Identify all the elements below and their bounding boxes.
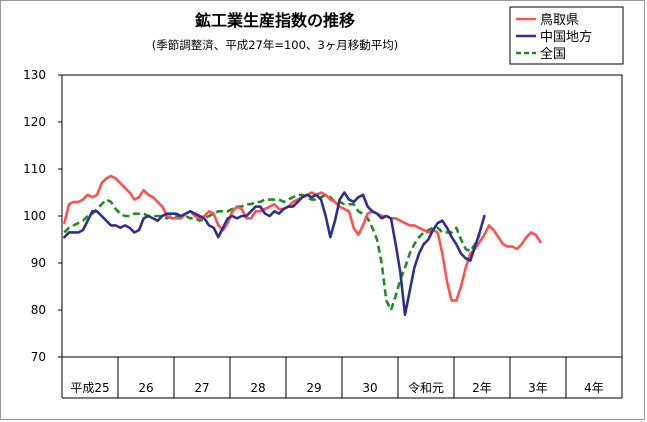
- x-tick-label: 2年: [472, 381, 492, 395]
- y-tick-label: 100: [23, 209, 46, 223]
- x-axis-ticks: 平成25 26 27 28 29 30 令和元 2年 3年 4年: [70, 357, 604, 398]
- legend-label-1: 中国地方: [540, 29, 592, 45]
- x-tick-label: 令和元: [408, 380, 444, 395]
- x-tick-label: 3年: [528, 381, 548, 395]
- legend-label-2: 全国: [540, 46, 566, 62]
- y-tick-label: 80: [31, 303, 46, 317]
- x-tick-label: 4年: [584, 381, 604, 395]
- x-tick-label: 26: [138, 381, 153, 395]
- series-line-2: [63, 193, 481, 312]
- series-line-1: [63, 191, 486, 317]
- x-tick-label: 28: [250, 381, 265, 395]
- chart-title: 鉱工業生産指数の推移: [195, 11, 355, 30]
- y-tick-label: 130: [23, 68, 46, 82]
- chart-subtitle: (季節調整済、平成27年=100、3ヶ月移動平均): [152, 38, 399, 52]
- y-tick-label: 70: [31, 350, 46, 364]
- y-tick-label: 90: [31, 256, 46, 270]
- y-axis-ticks: 70 80 90 100 110 120 130: [23, 68, 62, 364]
- series-lines: [63, 174, 542, 317]
- x-tick-label: 27: [194, 381, 209, 395]
- y-tick-label: 120: [23, 115, 46, 129]
- x-tick-label: 29: [306, 381, 321, 395]
- y-tick-label: 110: [23, 162, 46, 176]
- legend-label-0: 鳥取県: [540, 13, 579, 28]
- x-tick-label: 30: [362, 381, 377, 395]
- x-tick-label: 平成25: [70, 381, 109, 395]
